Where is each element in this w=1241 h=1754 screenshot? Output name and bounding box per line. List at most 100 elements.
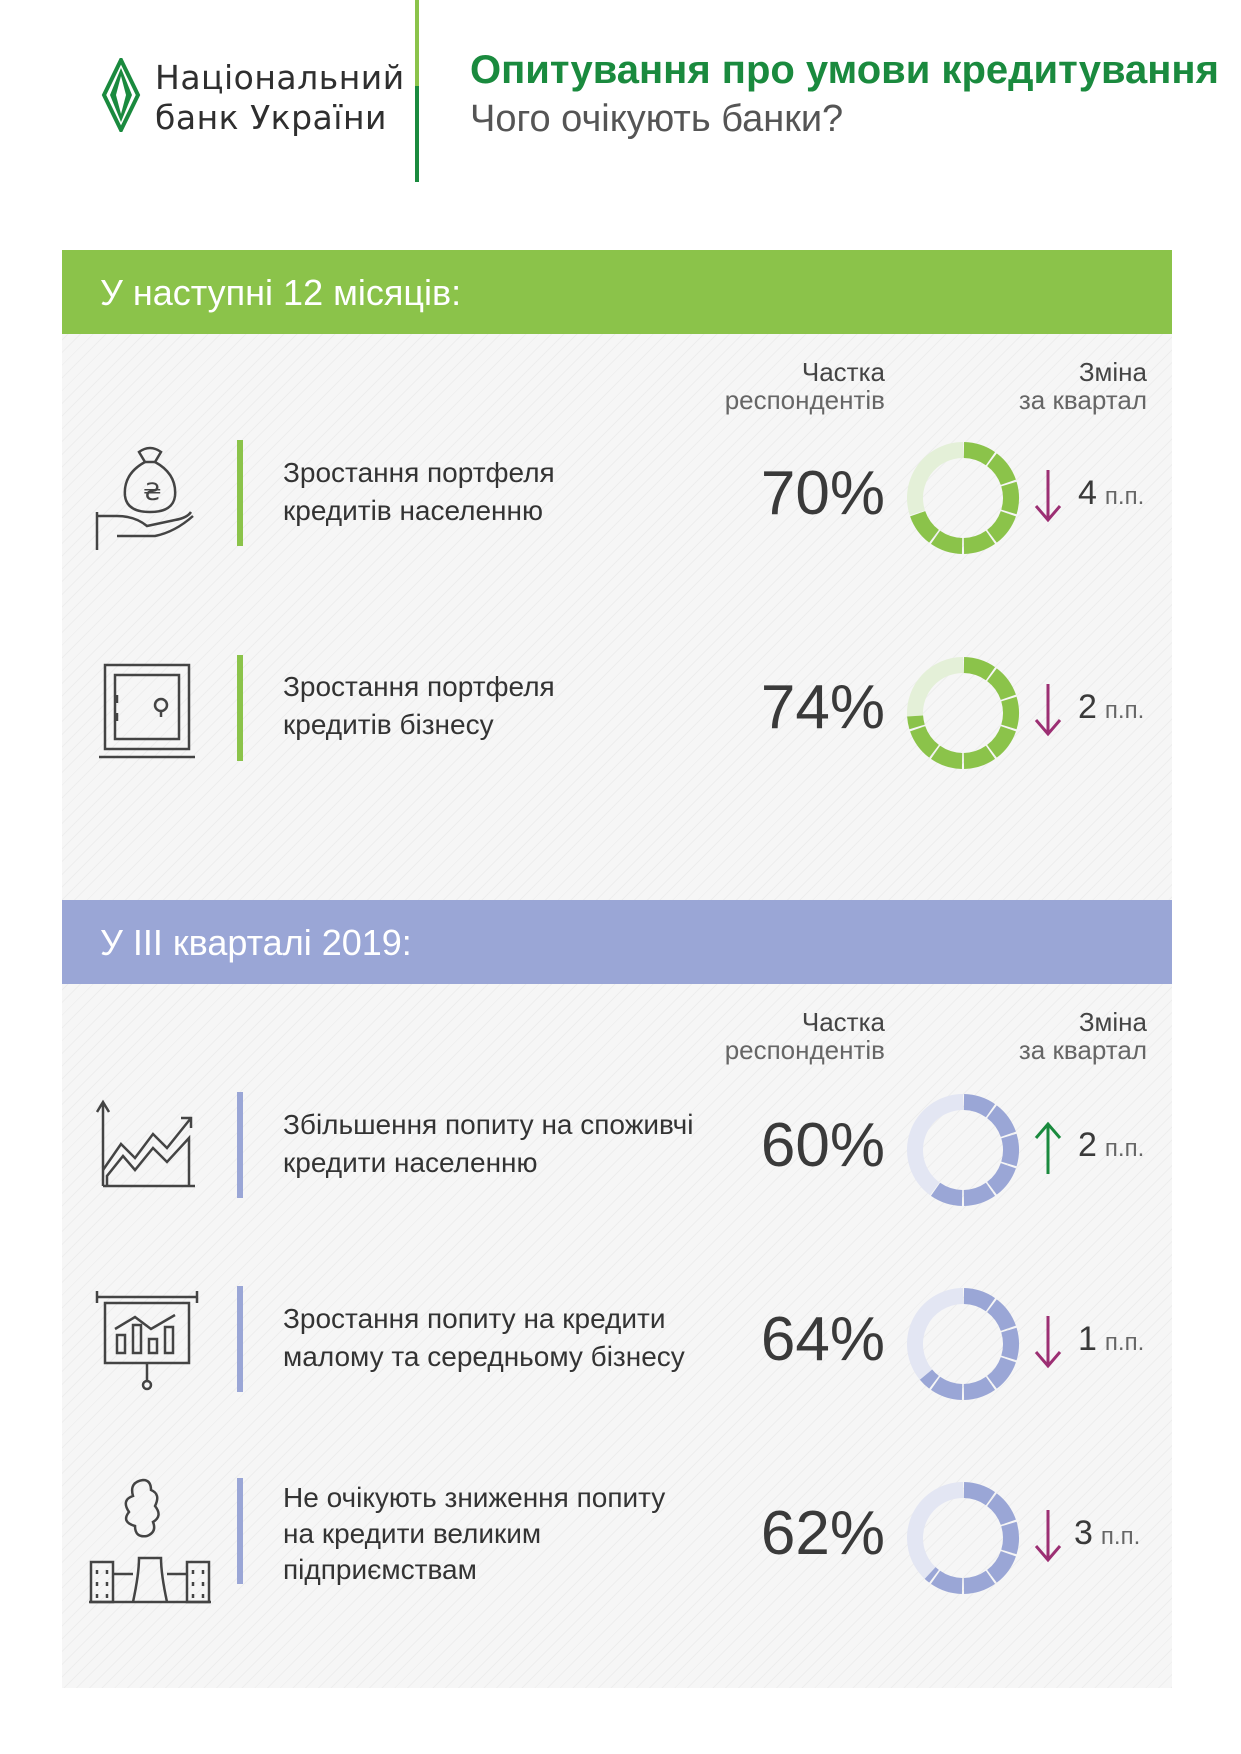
row-label: Збільшення попиту на споживчі кредити на… xyxy=(283,1106,693,1182)
donut-segment xyxy=(1001,696,1019,730)
donut-segment xyxy=(924,1567,939,1583)
donut-remainder xyxy=(907,1094,963,1196)
svg-text:₴: ₴ xyxy=(143,478,162,506)
change-value: 4 п.п. xyxy=(1078,474,1144,513)
section-2-panel xyxy=(62,900,1172,1688)
row-bar xyxy=(237,1092,243,1198)
donut-svg xyxy=(907,1094,1019,1206)
donut-segment xyxy=(963,745,996,769)
donut-segment xyxy=(1001,1327,1019,1361)
nbu-logo-icon xyxy=(101,55,141,135)
change-unit: п.п. xyxy=(1104,697,1145,724)
change-value: 2 п.п. xyxy=(1078,688,1144,727)
arrow-down-icon xyxy=(1033,1314,1063,1370)
donut-segment xyxy=(987,1105,1016,1137)
row-bar xyxy=(237,440,243,546)
arrow-down-icon xyxy=(1033,468,1063,524)
row-label-line1: Збільшення попиту на споживчі xyxy=(283,1109,694,1140)
growth-chart-icon xyxy=(95,1090,205,1200)
donut-svg xyxy=(907,442,1019,554)
donut-segment xyxy=(930,745,963,769)
section-2-col-share: Частка респондентів xyxy=(725,1008,885,1064)
logo-text: Національний банк України xyxy=(155,58,405,138)
section-2-title: У ІІІ кварталі 2019: xyxy=(100,922,412,963)
change-unit: п.п. xyxy=(1100,1523,1141,1550)
percent-value: 70% xyxy=(760,459,885,528)
donut-svg xyxy=(907,657,1019,769)
row-label: Зростання портфеля кредитів бізнесу xyxy=(283,668,555,744)
donut-chart xyxy=(905,1092,1021,1208)
row-label-line2: кредити населенню xyxy=(283,1147,538,1178)
change-number: 1 xyxy=(1078,1320,1097,1358)
donut-segment xyxy=(963,1182,996,1206)
row-label-line1: Не очікують зниження попиту xyxy=(283,1482,666,1513)
change-number: 4 xyxy=(1078,474,1097,512)
presentation-board-icon xyxy=(95,1285,205,1395)
change-number: 2 xyxy=(1078,688,1097,726)
donut-segment xyxy=(963,1570,996,1594)
donut-chart xyxy=(905,1286,1021,1402)
money-bag-hand-icon: ₴ xyxy=(95,440,205,550)
logo-line-1: Національний xyxy=(155,58,405,97)
donut-segment xyxy=(910,726,939,758)
section-1-band xyxy=(62,250,1172,334)
change-number: 3 xyxy=(1074,1514,1093,1552)
section-2-col-change: Зміна за квартал xyxy=(1019,1008,1147,1064)
donut-segment xyxy=(987,1551,1016,1583)
row-bar xyxy=(237,1286,243,1392)
donut-segment xyxy=(963,1288,996,1312)
row-bar xyxy=(237,1478,243,1584)
percent-value: 74% xyxy=(760,673,885,742)
row-label-line2: на кредити великим xyxy=(283,1518,542,1549)
donut-segment xyxy=(963,1482,996,1506)
row-label: Не очікують зниження попиту на кредити в… xyxy=(283,1480,665,1588)
donut-chart xyxy=(905,1480,1021,1596)
change-unit: п.п. xyxy=(1104,1135,1145,1162)
donut-segment xyxy=(1001,1521,1019,1555)
row-label-line1: Зростання попиту на кредити xyxy=(283,1303,666,1334)
percent-value: 60% xyxy=(760,1111,885,1180)
donut-segment xyxy=(1001,481,1019,515)
donut-remainder xyxy=(907,1288,963,1380)
donut-chart xyxy=(905,440,1021,556)
row-label-line1: Зростання портфеля xyxy=(283,457,555,488)
row-label-line1: Зростання портфеля xyxy=(283,671,555,702)
donut-segment xyxy=(930,530,963,554)
donut-segment xyxy=(987,726,1016,758)
change-value: 3 п.п. xyxy=(1074,1514,1140,1553)
col-change-line2: за квартал xyxy=(1018,1035,1147,1065)
donut-svg xyxy=(907,1288,1019,1400)
percent-value: 64% xyxy=(760,1305,885,1374)
col-change-line1: Зміна xyxy=(1078,357,1147,387)
donut-segment xyxy=(987,668,1016,700)
arrow-down-icon xyxy=(1033,1508,1063,1564)
change-number: 2 xyxy=(1078,1126,1097,1164)
header-divider-accent xyxy=(415,0,419,86)
change-value: 1 п.п. xyxy=(1078,1320,1144,1359)
donut-segment xyxy=(963,1376,996,1400)
col-share-line2: респондентів xyxy=(724,385,885,415)
row-label: Зростання портфеля кредитів населенню xyxy=(283,454,555,530)
col-share-line1: Частка xyxy=(801,1007,885,1037)
section-1-col-share: Частка респондентів xyxy=(725,358,885,414)
col-change-line2: за квартал xyxy=(1018,385,1147,415)
row-label-line2: малому та середньому бізнесу xyxy=(283,1341,685,1372)
arrow-down-icon xyxy=(1033,682,1063,738)
donut-segment xyxy=(987,1299,1016,1331)
col-share-line2: респондентів xyxy=(724,1035,885,1065)
arrow-up-icon xyxy=(1033,1120,1063,1176)
section-1-title: У наступні 12 місяців: xyxy=(100,272,462,313)
section-2-band xyxy=(62,900,1172,984)
header-divider xyxy=(415,0,419,182)
change-unit: п.п. xyxy=(1104,483,1145,510)
donut-segment xyxy=(919,1369,939,1389)
donut-segment xyxy=(987,453,1016,485)
donut-segment xyxy=(907,715,925,730)
row-label-line3: підприємствам xyxy=(283,1554,477,1585)
col-share-line1: Частка xyxy=(801,357,885,387)
percent-value: 62% xyxy=(760,1499,885,1568)
donut-segment xyxy=(963,442,996,466)
donut-segment xyxy=(930,1376,963,1400)
donut-segment xyxy=(963,657,996,681)
row-bar xyxy=(237,655,243,761)
